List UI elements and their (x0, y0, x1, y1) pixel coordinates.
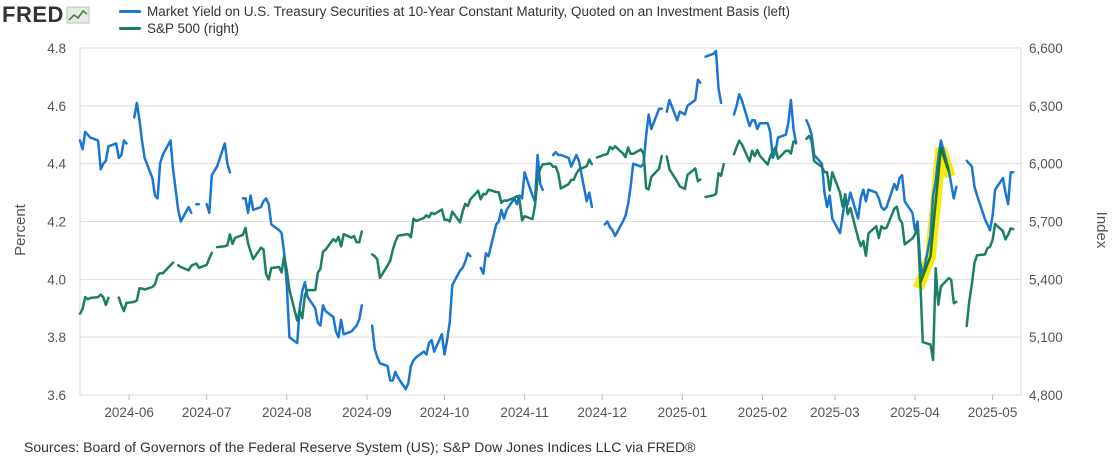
series-line-treasury (78, 130, 128, 171)
y-tick-right: 6,600 (1029, 41, 1063, 56)
y-tick-left: 4.0 (47, 272, 66, 287)
series-line-sp500 (805, 134, 958, 362)
x-axis: 2024-06 2024-07 2024-08 2024-09 2024-10 2024-… (104, 395, 1017, 420)
series-line-sp500 (704, 162, 725, 199)
chart-svg: 3.6 3.8 4.0 4.2 4.4 4.6 4.8 4,800 5,100 5,400 5,7… (12, 41, 1110, 420)
sources-footer: Sources: Board of Governors of the Feder… (24, 439, 696, 455)
series-lines (78, 49, 1015, 391)
legend-label-treasury: Market Yield on U.S. Treasury Securities… (147, 4, 791, 19)
y-tick-right: 4,800 (1029, 388, 1063, 403)
series-line-sp500 (965, 222, 1015, 328)
series-line-sp500 (665, 155, 702, 191)
x-tick-label: 2024-07 (182, 405, 232, 420)
series-line-sp500 (215, 226, 364, 322)
highlight-line (919, 146, 950, 284)
y-tick-right: 6,300 (1029, 99, 1063, 114)
y-tick-right: 5,700 (1029, 215, 1063, 230)
chart-grid (79, 47, 1022, 396)
legend-label-sp500: S&P 500 (right) (147, 21, 240, 36)
y-tick-left: 4.6 (47, 99, 66, 114)
series-line-treasury (805, 119, 958, 278)
fred-logo[interactable]: FRED (2, 2, 90, 28)
series-line-treasury (665, 78, 702, 122)
y-tick-left: 3.8 (47, 330, 66, 345)
fred-logo-text: FRED (2, 2, 64, 27)
y-axis-right: 4,800 5,100 5,400 5,700 6,000 6,300 6,600 (1029, 41, 1063, 403)
series-line-treasury (205, 142, 232, 215)
series-line-treasury (704, 49, 723, 105)
x-tick-label: 2024-11 (500, 405, 549, 420)
series-line-treasury (603, 107, 663, 238)
series-line-treasury (551, 150, 594, 209)
series-line-sp500 (78, 293, 110, 316)
x-tick-label: 2024-12 (577, 405, 627, 420)
y-axis-left-title: Percent (12, 203, 29, 256)
y-tick-right: 6,000 (1029, 157, 1063, 172)
x-tick-label: 2025-01 (658, 405, 708, 420)
legend-entry-treasury[interactable]: Market Yield on U.S. Treasury Securities… (119, 3, 790, 20)
series-line-treasury (370, 252, 472, 391)
fred-chart-icon (66, 6, 90, 24)
y-tick-left: 4.4 (47, 157, 66, 172)
y-tick-left: 4.8 (47, 41, 66, 56)
series-line-treasury (241, 194, 364, 345)
series-line-sp500 (370, 158, 594, 280)
x-tick-label: 2025-05 (968, 405, 1018, 420)
chart-legend: Market Yield on U.S. Treasury Securities… (119, 3, 790, 37)
series-line-treasury (133, 101, 193, 223)
legend-swatch-sp500 (119, 27, 141, 30)
y-axis-left: 3.6 3.8 4.0 4.2 4.4 4.6 4.8 (47, 41, 66, 403)
legend-swatch-treasury (119, 10, 141, 13)
x-tick-label: 2024-09 (342, 405, 392, 420)
series-line-sp500 (732, 139, 798, 166)
series-line-sp500 (595, 145, 663, 191)
series-line-sp500 (117, 261, 175, 313)
y-tick-right: 5,400 (1029, 272, 1063, 287)
series-line-treasury (732, 93, 798, 160)
x-tick-label: 2025-03 (810, 405, 860, 420)
x-tick-label: 2025-02 (738, 405, 788, 420)
y-tick-left: 4.2 (47, 215, 66, 230)
series-line-treasury (965, 159, 1015, 232)
legend-entry-sp500[interactable]: S&P 500 (right) (119, 20, 790, 37)
x-tick-label: 2024-08 (262, 405, 312, 420)
x-tick-label: 2024-10 (420, 405, 470, 420)
y-tick-left: 3.6 (47, 388, 66, 403)
x-tick-label: 2024-06 (104, 405, 154, 420)
y-tick-right: 5,100 (1029, 330, 1063, 345)
x-tick-label: 2025-04 (890, 405, 940, 420)
series-line-sp500 (176, 251, 214, 272)
y-axis-right-title: Index (1093, 212, 1110, 249)
